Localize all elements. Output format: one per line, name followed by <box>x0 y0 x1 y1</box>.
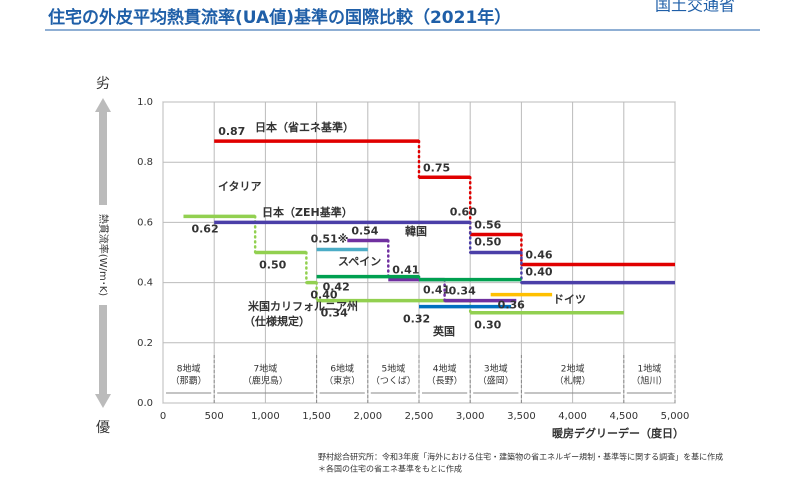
x-tick-label: 2,000 <box>353 411 382 422</box>
value-label: 0.32 <box>403 313 430 326</box>
value-label: 0.75 <box>423 161 450 174</box>
value-label: 0.34 <box>449 285 476 298</box>
value-label: 0.30 <box>474 319 501 332</box>
x-tick-label: 500 <box>205 411 224 422</box>
series-name: 韓国 <box>405 224 427 238</box>
zone-city: （旭川） <box>631 375 667 387</box>
x-tick-label: 0 <box>160 411 166 422</box>
x-tick-label: 3,500 <box>507 411 536 422</box>
zone-name: 3地域 <box>484 363 508 375</box>
note: 野村総合研究所：令和3年度「海外における住宅・建築物の省エネルギー規制・基準等に… <box>318 452 723 462</box>
series-name: 日本（ZEH基準） <box>262 205 353 219</box>
series-name: ドイツ <box>553 293 586 306</box>
series-name: イタリア <box>218 180 262 193</box>
x-tick-label: 5,000 <box>661 411 690 422</box>
value-label: 0.41 <box>392 264 419 277</box>
x-tick-label: 2,500 <box>405 411 434 422</box>
value-label: 0.50 <box>474 236 501 249</box>
x-tick-label: 1,000 <box>251 411 280 422</box>
y-label-bg <box>95 205 111 305</box>
zone-city: （那覇） <box>171 376 207 387</box>
value-label: 0.56 <box>474 218 501 231</box>
zone-city: （東京） <box>324 375 360 387</box>
value-label: 0.41 <box>423 284 450 297</box>
zone-name: 6地域 <box>330 363 354 375</box>
chart-title: 住宅の外皮平均熱貫流率(UA値)基準の国際比較（2021年） <box>48 7 511 28</box>
value-label: 0.51※ <box>311 232 349 245</box>
zone-city: （長野） <box>427 376 463 387</box>
y-tick-label: 0.8 <box>137 157 153 168</box>
y-bottom-label: 優 <box>96 420 110 436</box>
x-tick-label: 3,000 <box>456 411 485 422</box>
series-name: 日本（省エネ基準） <box>255 120 354 134</box>
x-axis-title: 暖房デグリーデー（度日） <box>552 426 684 440</box>
arrow-head-up <box>95 98 111 112</box>
y-tick-label: 0.2 <box>137 338 153 349</box>
zone-name: 1地域 <box>638 363 662 375</box>
value-label: 0.40 <box>310 289 337 302</box>
value-label: 0.60 <box>450 205 477 218</box>
y-tick-label: 0.6 <box>137 217 153 228</box>
value-label: 0.50 <box>259 259 286 272</box>
annotation: （仕様規定） <box>244 314 310 328</box>
y-top-label: 劣 <box>96 76 110 92</box>
value-label: 0.54 <box>351 224 378 237</box>
value-label: 0.87 <box>218 125 245 138</box>
value-label: 0.62 <box>191 222 218 235</box>
value-label: 0.46 <box>525 249 552 262</box>
x-tick-label: 4,500 <box>609 411 638 422</box>
series-name: 米国カリフォルニア州 <box>247 299 358 313</box>
y-tick-label: 1.0 <box>137 97 153 108</box>
zone-name: 5地域 <box>382 363 406 375</box>
note: ＊各国の住宅の省エネ基準をもとに作成 <box>318 464 462 474</box>
zone-name: 8地域 <box>177 363 201 375</box>
org-logo: 国土交通省 <box>655 0 735 15</box>
y-tick-label: 0.4 <box>137 278 153 289</box>
zone-city: （鹿児島） <box>243 375 288 387</box>
zone-name: 2地域 <box>561 363 585 375</box>
zone-name: 4地域 <box>433 363 457 375</box>
series-name: 英国 <box>432 324 455 338</box>
value-label: 0.36 <box>498 299 525 312</box>
zone-city: （つくば） <box>371 376 416 387</box>
value-label: 0.42 <box>323 281 350 294</box>
y-tick-label: 0.0 <box>137 398 153 409</box>
value-label: 0.40 <box>525 266 552 279</box>
series-name: スペイン <box>338 255 381 268</box>
zone-city: （札幌） <box>555 375 591 387</box>
x-tick-label: 4,000 <box>558 411 587 422</box>
arrow-head-down <box>95 394 111 408</box>
y-axis-title: 熱貫流率(W/m･K) <box>97 214 110 296</box>
zone-name: 7地域 <box>254 363 278 375</box>
value-label: 0.34 <box>321 307 348 320</box>
x-tick-label: 1,500 <box>302 411 331 422</box>
zone-city: （盛岡） <box>478 375 514 387</box>
